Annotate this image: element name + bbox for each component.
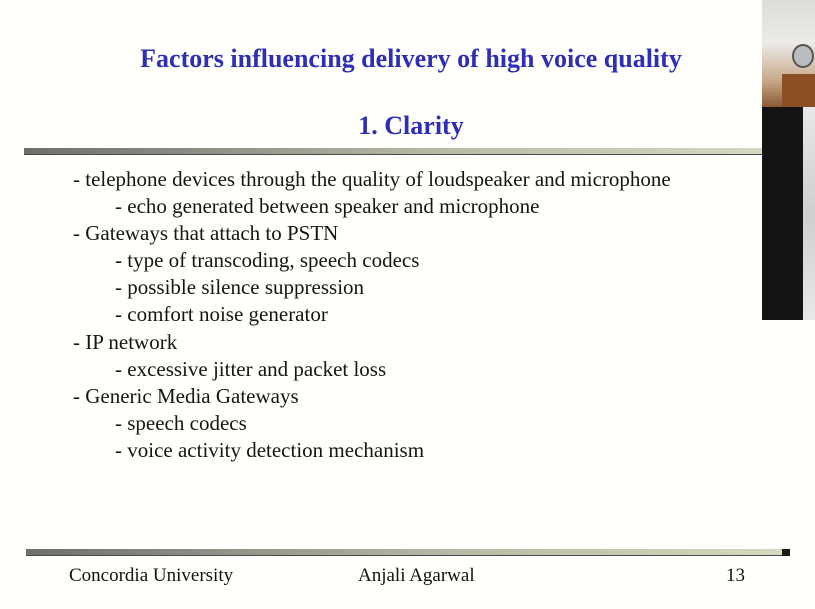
sub-bullet-item: - speech codecs <box>115 411 247 435</box>
footer-author: Anjali Agarwal <box>358 565 475 586</box>
footer-institution: Concordia University <box>69 565 234 586</box>
lamp-shape <box>792 44 814 68</box>
presenter-video-panel <box>762 107 815 320</box>
section-heading: 1. Clarity <box>358 111 464 140</box>
sub-bullet-item: - possible silence suppression <box>115 275 365 299</box>
bullet-item: - Gateways that attach to PSTN <box>73 221 339 245</box>
slide-title: Factors influencing delivery of high voi… <box>140 44 682 73</box>
sub-bullet-item: - excessive jitter and packet loss <box>115 357 387 381</box>
top-divider <box>24 148 764 154</box>
sub-bullet-item: - comfort noise generator <box>115 302 328 326</box>
bottom-divider <box>26 549 789 555</box>
bullet-item: - Generic Media Gateways <box>73 384 299 408</box>
bullet-item: - telephone devices through the quality … <box>73 167 671 191</box>
footer-page-number: 13 <box>726 565 745 586</box>
bullet-item: - IP network <box>73 330 178 354</box>
divider-end-cap <box>782 549 790 556</box>
furniture-shape <box>782 74 815 107</box>
sub-bullet-item: - voice activity detection mechanism <box>115 438 425 462</box>
webcam-video-thumbnail <box>762 0 815 107</box>
sub-bullet-item: - type of transcoding, speech codecs <box>115 248 420 272</box>
sub-bullet-item: - echo generated between speaker and mic… <box>115 194 540 218</box>
panel-light-strip <box>803 107 815 320</box>
